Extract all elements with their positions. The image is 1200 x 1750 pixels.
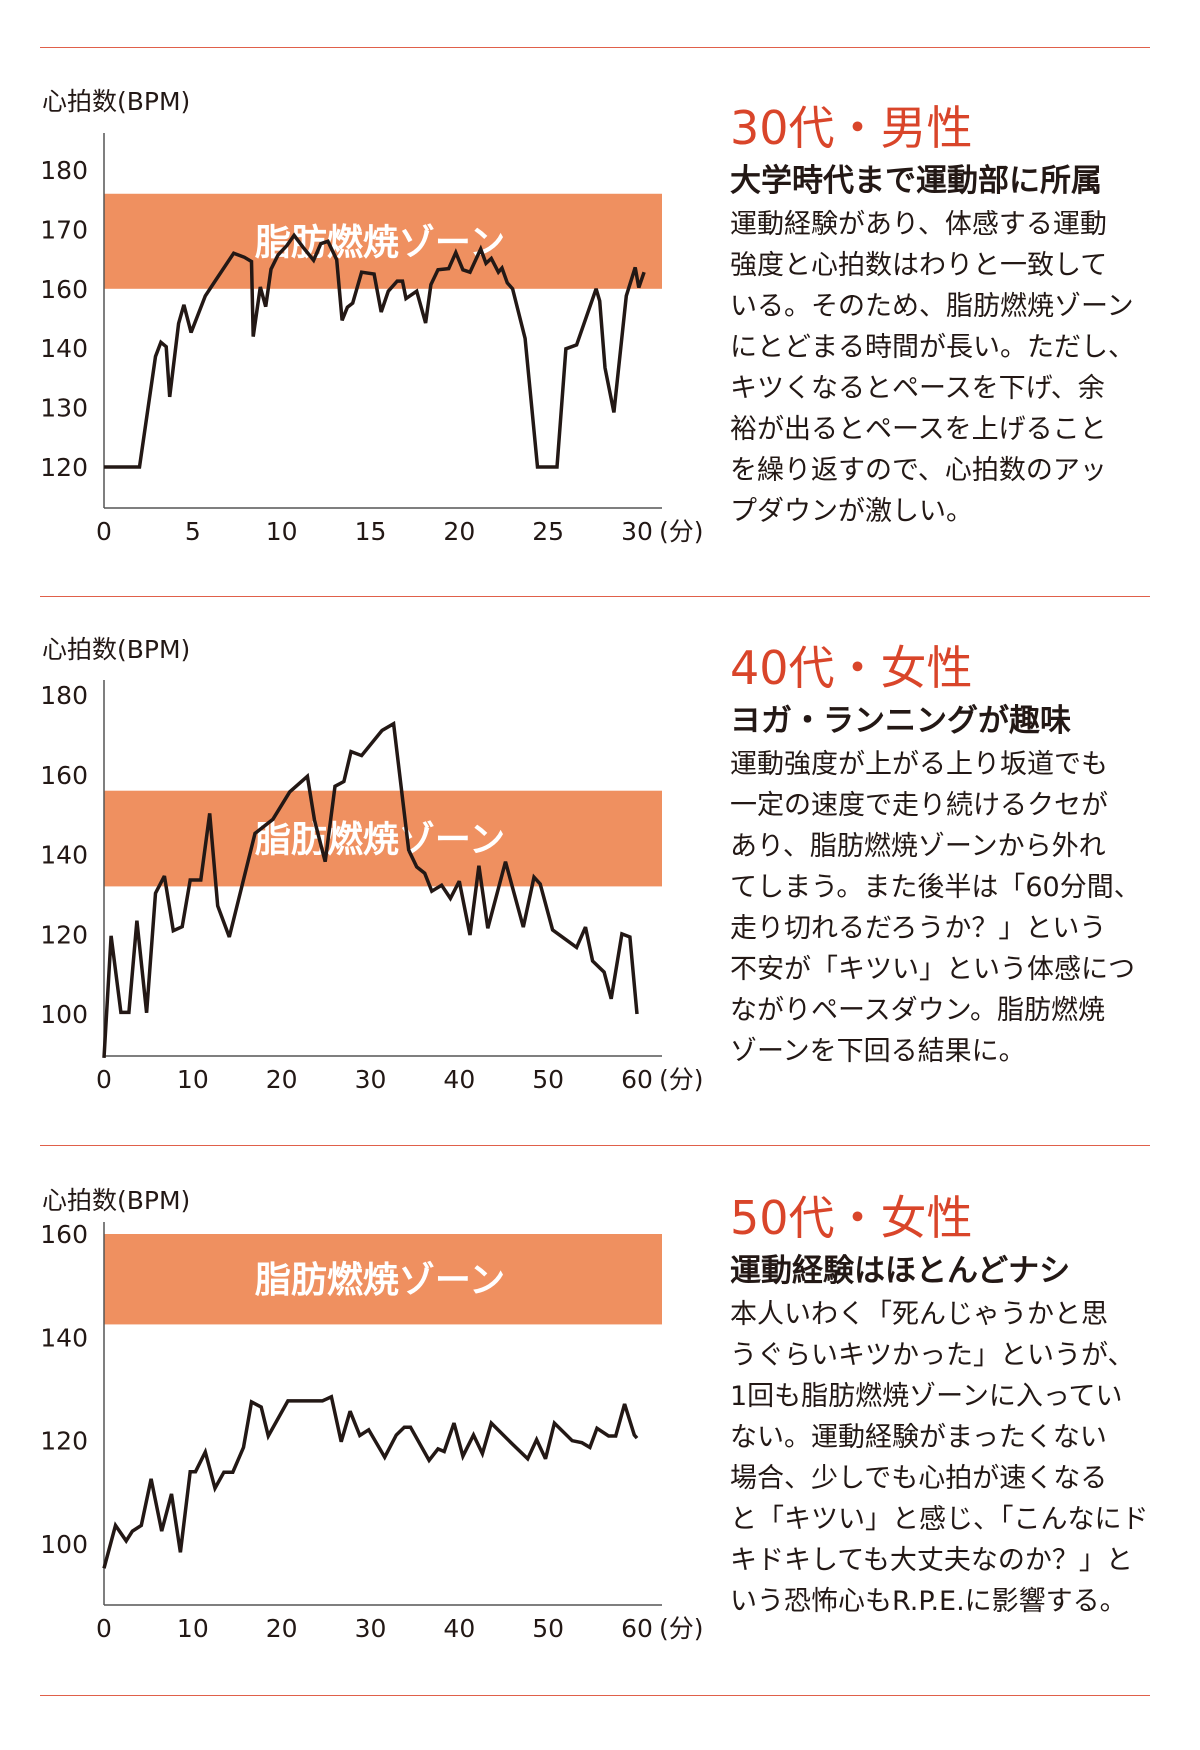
y-tick-label: 160 [40,761,88,790]
body-line: と「キツい」と感じ、「こんなにド [730,1504,1149,1535]
profile-30s-male: 30代・男性 大学時代まで運動部に所属 運動経験があり、体感する運動 強度と心拍数… [730,100,1180,532]
section-title: 40代・女性 [730,641,973,695]
body-line: 運動強度が上がる上り坂道でも [730,749,1108,780]
y-tick-label: 160 [40,275,88,304]
x-tick-label: 10 [266,517,298,546]
y-tick-label: 160 [40,1220,88,1249]
profile-50s-female: 50代・女性 運動経験はほとんどナシ 本人いわく「死んじゃうかと思 うぐらいキツか… [730,1190,1180,1622]
section-title: 30代・男性 [730,101,973,155]
body-line: 不安が「キツい」という体感につ [730,954,1135,985]
fat-burning-zone [104,790,662,887]
x-tick-label: 40 [443,1614,475,1643]
fat-burning-zone [104,193,662,289]
fat-burning-zone [104,1234,662,1325]
x-tick-label: 20 [443,517,475,546]
zone-label: 脂肪燃焼ゾーン [255,820,505,861]
y-tick-label: 140 [40,841,88,870]
x-tick-label: 30 [621,517,653,546]
x-tick-label: 0 [96,517,112,546]
x-unit-label: (分) [659,1614,704,1643]
body-line: いる。そのため、脂肪燃焼ゾーン [730,291,1134,322]
x-tick-label: 40 [443,1065,475,1094]
y-tick-label: 180 [40,156,88,185]
x-tick-label: 15 [355,517,387,546]
body-line: にとどまる時間が長い。ただし、 [730,332,1135,363]
divider-rule [40,1145,1150,1146]
divider-rule [40,1695,1150,1696]
y-tick-label: 130 [40,394,88,423]
body-line: 走り切れるだろうか？」という [730,913,1107,944]
y-tick-label: 100 [40,1000,88,1029]
x-tick-label: 50 [532,1065,564,1094]
x-tick-label: 5 [185,517,201,546]
y-tick-label: 120 [40,453,88,482]
zone-label: 脂肪燃焼ゾーン [255,1260,505,1301]
y-tick-label: 120 [40,1427,88,1456]
body-line: プダウンが激しい。 [730,496,973,527]
y-tick-label: 140 [40,334,88,363]
body-line: キツくなるとペースを下げ、余 [730,373,1105,404]
body-line: ゾーンを下回る結果に。 [730,1036,1026,1067]
body-line: 一定の速度で走り続けるクセが [730,790,1108,821]
body-line: 本人いわく「死んじゃうかと思 [730,1299,1108,1330]
zone-label: 脂肪燃焼ゾーン [255,222,505,263]
y-axis-label: 心拍数(BPM) [42,87,191,116]
body-line: ながりペースダウン。脂肪燃焼 [730,995,1106,1026]
heart-rate-line [102,720,639,1059]
body-line: 場合、少しでも心拍が速くなる [730,1463,1108,1494]
y-tick-label: 170 [40,215,88,244]
body-line: あり、脂肪燃焼ゾーンから外れ [730,831,1106,862]
body-line: 強度と心拍数はわりと一致して [730,250,1108,281]
body-line: を繰り返すので、心拍数のアッ [730,455,1107,486]
body-line: てしまう。また後半は「60分間、 [730,872,1141,903]
divider-rule [40,596,1150,597]
x-tick-label: 30 [355,1065,387,1094]
profile-40s-female: 40代・女性 ヨガ・ランニングが趣味 運動強度が上がる上り坂道でも 一定の速度で走… [730,640,1180,1072]
body-line: 1回も脂肪燃焼ゾーンに入ってい [730,1381,1123,1412]
x-tick-label: 20 [266,1065,298,1094]
x-tick-label: 10 [177,1614,209,1643]
x-tick-label: 25 [532,517,564,546]
y-tick-label: 100 [40,1530,88,1559]
body-line: うぐらいキツかった」というが、 [730,1340,1135,1371]
section-subtitle: 大学時代まで運動部に所属 [730,163,1102,199]
section-subtitle: ヨガ・ランニングが趣味 [730,703,1071,739]
divider-rule [40,47,1150,48]
y-axis-label: 心拍数(BPM) [42,635,191,664]
section-body: 運動経験があり、体感する運動 強度と心拍数はわりと一致して いる。そのため、脂肪燃焼… [730,204,1180,532]
y-tick-label: 140 [40,1323,88,1352]
body-line: いう恐怖心もR.P.E.に影響する。 [730,1586,1127,1617]
y-tick-label: 180 [40,681,88,710]
x-tick-label: 50 [532,1614,564,1643]
body-line: 運動経験があり、体感する運動 [730,209,1107,240]
y-axis-label: 心拍数(BPM) [42,1186,191,1215]
x-tick-label: 60 [621,1065,653,1094]
x-tick-label: 0 [96,1614,112,1643]
section-title: 50代・女性 [730,1191,973,1245]
section-subtitle: 運動経験はほとんどナシ [730,1253,1071,1289]
y-tick-label: 120 [40,920,88,949]
heart-rate-line [104,232,646,469]
x-tick-label: 30 [355,1614,387,1643]
section-body: 運動強度が上がる上り坂道でも 一定の速度で走り続けるクセが あり、脂肪燃焼ゾーンから… [730,744,1180,1072]
section-body: 本人いわく「死んじゃうかと思 うぐらいキツかった」というが、 1回も脂肪燃焼ゾーンに… [730,1294,1180,1622]
heart-rate-line [102,1394,639,1569]
x-tick-label: 0 [96,1065,112,1094]
body-line: キドキしても大丈夫なのか？」と [730,1545,1133,1576]
x-tick-label: 20 [266,1614,298,1643]
x-unit-label: (分) [659,1065,704,1094]
x-unit-label: (分) [659,517,704,546]
x-tick-label: 10 [177,1065,209,1094]
x-tick-label: 60 [621,1614,653,1643]
body-line: 裕が出るとペースを上げること [730,414,1107,445]
body-line: ない。運動経験がまったくない [730,1422,1107,1453]
